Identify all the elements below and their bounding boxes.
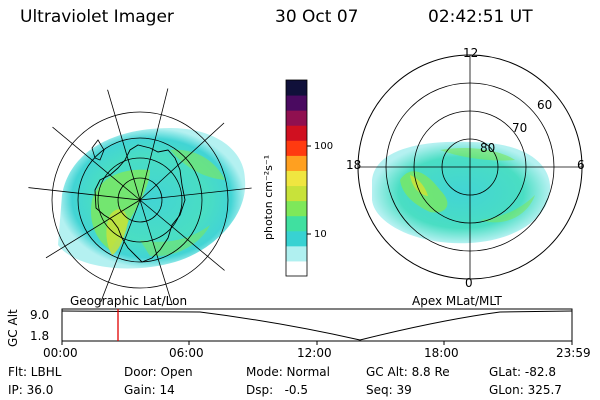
colorbar-segment <box>286 140 307 156</box>
timeline-x-tick-4: 23:59 <box>556 346 591 360</box>
right-panel-caption: Apex MLat/MLT <box>412 294 502 308</box>
info-gain: Gain: 14 <box>124 383 175 397</box>
app-title: Ultraviolet Imager <box>20 7 174 27</box>
colorbar-segment <box>286 95 307 111</box>
info-flt: Flt: LBHL <box>8 365 62 379</box>
mlt-label-6: 6 <box>577 158 585 172</box>
date-label: 30 Oct 07 <box>275 7 359 27</box>
mlat-label-70: 70 <box>512 121 528 135</box>
colorbar-segment <box>286 110 307 126</box>
apex-map <box>357 54 583 280</box>
timeline-y-tick-low: 1.8 <box>30 329 50 343</box>
colorbar-segment <box>286 185 307 202</box>
timeline-x-tick-2: 12:00 <box>297 346 332 360</box>
timeline-x-tick-0: 00:00 <box>43 346 78 360</box>
mlat-label-60: 60 <box>537 98 553 112</box>
time-label: 02:42:51 UT <box>428 7 533 27</box>
colorbar-unit-label: photon cm⁻²s⁻¹ <box>262 154 275 240</box>
colorbar-segment <box>286 230 307 247</box>
timeline-y-label: GC Alt <box>6 309 20 347</box>
colorbar-segment <box>286 80 307 96</box>
colorbar-segment <box>286 200 307 217</box>
left-panel-caption: Geographic Lat/Lon <box>70 294 188 308</box>
info-gc-alt: GC Alt: 8.8 Re <box>366 365 450 379</box>
info-glon: GLon: 325.7 <box>489 383 562 397</box>
altitude-timeline <box>61 308 573 345</box>
colorbar-segment <box>286 245 307 262</box>
color-bar <box>285 79 311 277</box>
mlat-label-80: 80 <box>480 141 496 155</box>
mlt-label-12: 12 <box>463 46 479 60</box>
colorbar-segment <box>286 215 307 232</box>
colorbar-frame <box>285 79 308 277</box>
colorbar-tick-10: 10 <box>314 229 327 240</box>
colorbar-segment <box>286 260 307 277</box>
info-dsp: Dsp: -0.5 <box>246 383 309 397</box>
mlt-label-18: 18 <box>346 158 362 172</box>
info-glat: GLat: -82.8 <box>489 365 556 379</box>
mlt-label-0: 0 <box>465 276 473 290</box>
timeline-x-tick-3: 18:00 <box>424 346 459 360</box>
timeline-y-tick-high: 9.0 <box>30 308 50 322</box>
colorbar-segment <box>286 155 307 171</box>
colorbar-segment <box>286 170 307 187</box>
info-seq: Seq: 39 <box>366 383 412 397</box>
info-ip: IP: 36.0 <box>8 383 54 397</box>
timeline-x-tick-1: 06:00 <box>169 346 204 360</box>
geographic-map <box>28 85 252 309</box>
colorbar-segment <box>286 125 307 141</box>
info-door: Door: Open <box>124 365 193 379</box>
colorbar-tick-100: 100 <box>314 141 334 152</box>
info-mode: Mode: Normal <box>246 365 330 379</box>
